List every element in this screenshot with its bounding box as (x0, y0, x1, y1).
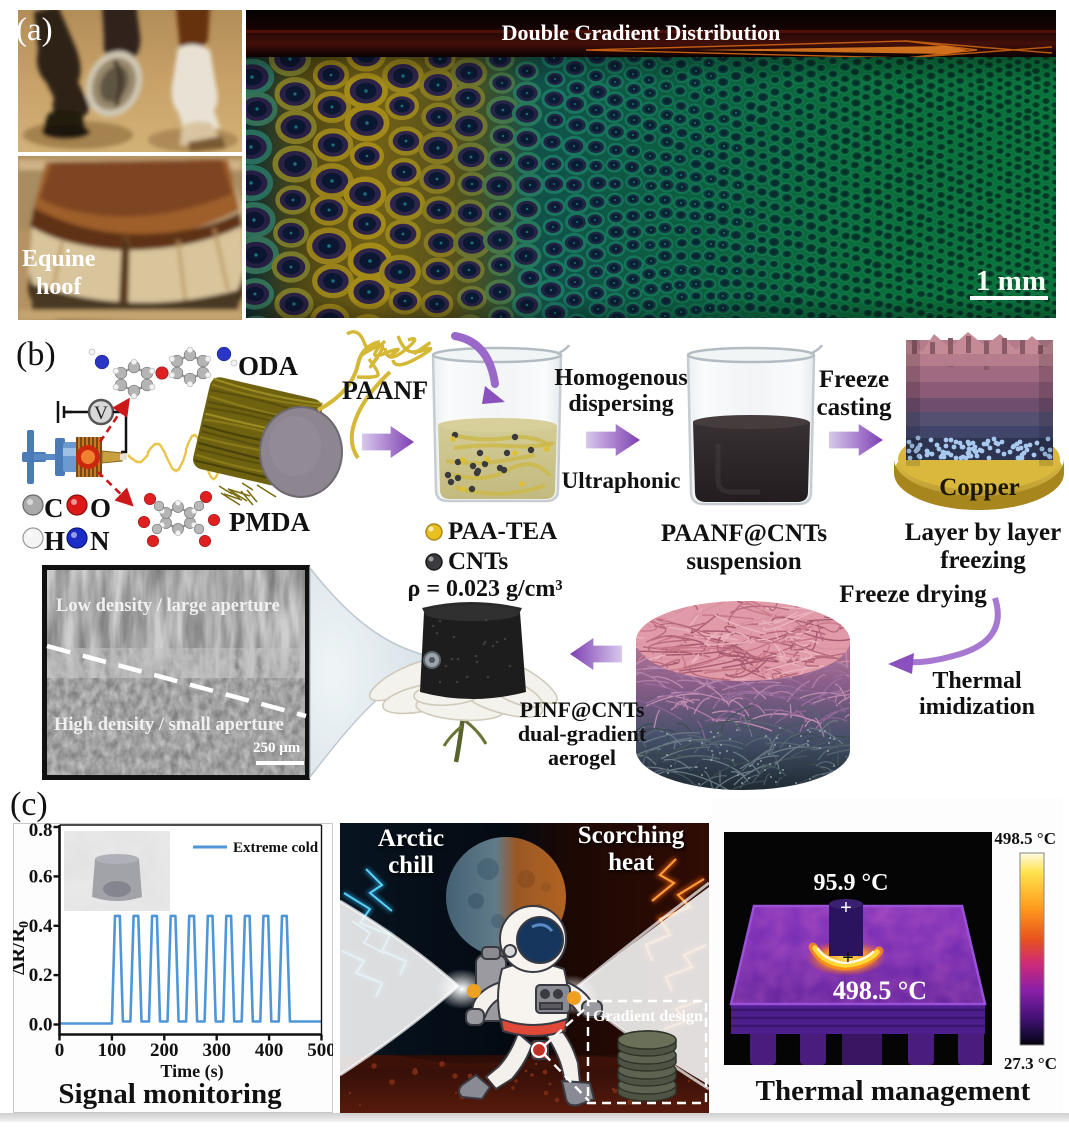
svg-text:Signal monitoring: Signal monitoring (58, 1078, 282, 1110)
svg-text:0.8: 0.8 (29, 823, 53, 841)
svg-text:498.5 °C: 498.5 °C (994, 829, 1056, 848)
svg-text:ΔR/R0: ΔR/R0 (13, 921, 32, 975)
svg-text:+: + (842, 947, 854, 969)
svg-text:0.4: 0.4 (29, 916, 53, 937)
svg-text:0.0: 0.0 (29, 1015, 53, 1036)
svg-text:95.9 °C: 95.9 °C (814, 870, 889, 896)
svg-text:200: 200 (150, 1040, 179, 1061)
svg-text:500: 500 (307, 1040, 333, 1061)
svg-text:V: V (94, 403, 108, 424)
svg-text:498.5 °C: 498.5 °C (833, 976, 927, 1005)
svg-text:Double Gradient Distribution: Double Gradient Distribution (502, 20, 781, 45)
svg-text:0.6: 0.6 (29, 866, 53, 887)
svg-text:27.3 °C: 27.3 °C (1004, 1054, 1057, 1073)
svg-text:0.2: 0.2 (29, 965, 53, 986)
svg-text:1 mm: 1 mm (976, 265, 1046, 297)
svg-text:0: 0 (55, 1040, 65, 1061)
svg-text:Time (s): Time (s) (160, 1061, 223, 1082)
svg-text:400: 400 (255, 1040, 284, 1061)
svg-text:+: + (840, 897, 852, 919)
svg-text:Extreme cold: Extreme cold (233, 840, 319, 856)
svg-text:100: 100 (98, 1040, 127, 1061)
svg-text:Thermal management: Thermal management (756, 1075, 1031, 1107)
svg-text:300: 300 (202, 1040, 231, 1061)
